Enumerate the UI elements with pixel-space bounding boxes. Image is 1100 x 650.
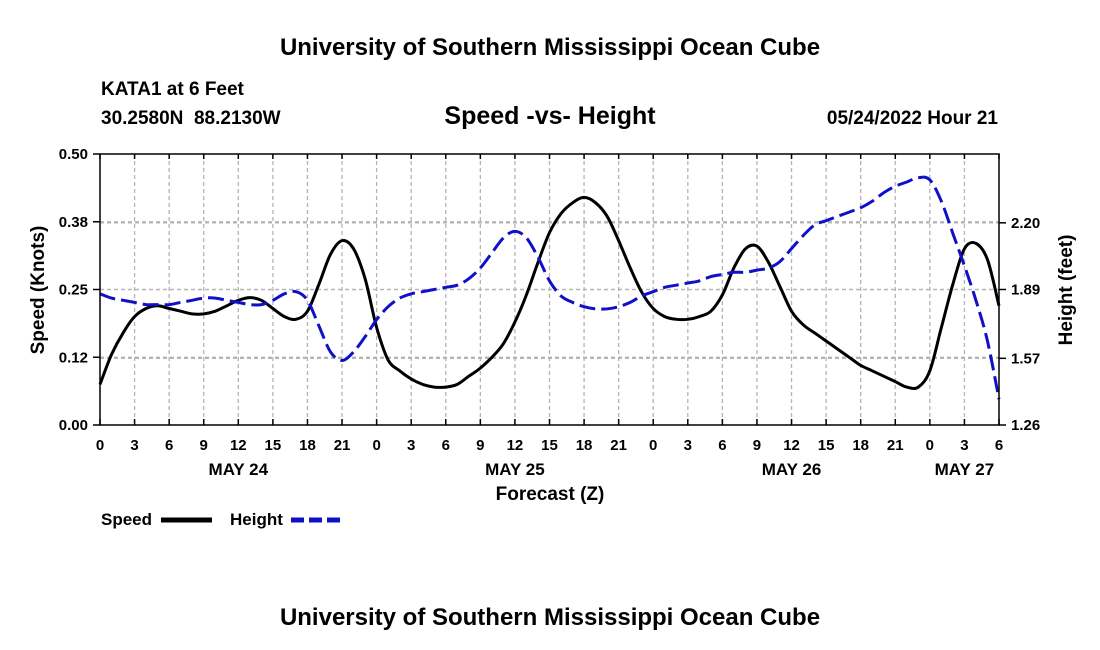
main-title: University of Southern Mississippi Ocean… [280,34,820,61]
x-tick-label: 3 [130,437,138,454]
footer-title: University of Southern Mississippi Ocean… [280,604,820,631]
x-tick-label: 15 [265,437,282,454]
x-day-label: MAY 27 [935,460,995,479]
x-tick-label: 0 [372,437,380,454]
x-tick-label: 6 [995,437,1003,454]
axis-ticks: 0 3 6 9 12 15 18 21 0 3 6 9 12 15 18 21 0 3 6 9 12 15 18 21 0 3 6M… [59,146,1040,479]
x-tick-label: 12 [783,437,800,454]
x-tick-label: 0 [649,437,657,454]
x-day-label: MAY 25 [485,460,545,479]
x-tick-label: 12 [230,437,247,454]
series-lines [98,175,1001,400]
height-series-line [99,175,1001,400]
x-day-label: MAY 26 [762,460,822,479]
x-tick-label: 18 [576,437,593,454]
x-tick-label: 9 [200,437,208,454]
y2-tick-label: 1.57 [1011,350,1040,367]
x-tick-label: 9 [476,437,484,454]
x-tick-label: 12 [507,437,524,454]
x-tick-label: 0 [926,437,934,454]
y2-tick-label: 1.89 [1011,282,1040,299]
x-tick-label: 21 [610,437,627,454]
x-tick-label: 9 [753,437,761,454]
legend-speed-label: Speed [101,510,152,529]
y-axis-title: Speed (Knots) [28,226,49,355]
y-tick-label: 0.00 [59,417,88,434]
y-tick-label: 0.25 [59,282,88,299]
y-tick-label: 0.50 [59,146,88,163]
x-tick-label: 21 [887,437,904,454]
y2-tick-label: 1.26 [1011,417,1040,434]
x-tick-label: 6 [165,437,173,454]
x-tick-label: 18 [852,437,869,454]
x-tick-label: 15 [818,437,835,454]
x-tick-label: 15 [541,437,558,454]
legend-height-label: Height [230,510,283,529]
x-axis-title: Forecast (Z) [496,484,605,505]
station-label: KATA1 at 6 Feet [101,79,245,100]
x-tick-label: 6 [442,437,450,454]
y2-tick-label: 2.20 [1011,215,1040,232]
x-tick-label: 0 [96,437,104,454]
chart-subtitle: Speed -vs- Height [444,102,656,130]
x-day-label: MAY 24 [209,460,269,479]
station-coords: 30.2580N 88.2130W [101,108,281,129]
speed-series-line [98,195,1001,391]
x-tick-label: 3 [684,437,692,454]
x-tick-label: 3 [407,437,415,454]
x-tick-label: 18 [299,437,316,454]
forecast-timestamp: 05/24/2022 Hour 21 [827,108,999,129]
grid [100,154,999,425]
legend: Speed Height [101,510,342,529]
y-tick-label: 0.38 [59,214,88,231]
x-tick-label: 3 [960,437,968,454]
y2-axis-title: Height (feet) [1056,235,1077,346]
x-tick-label: 6 [718,437,726,454]
x-tick-label: 21 [334,437,351,454]
y-tick-label: 0.12 [59,349,88,366]
